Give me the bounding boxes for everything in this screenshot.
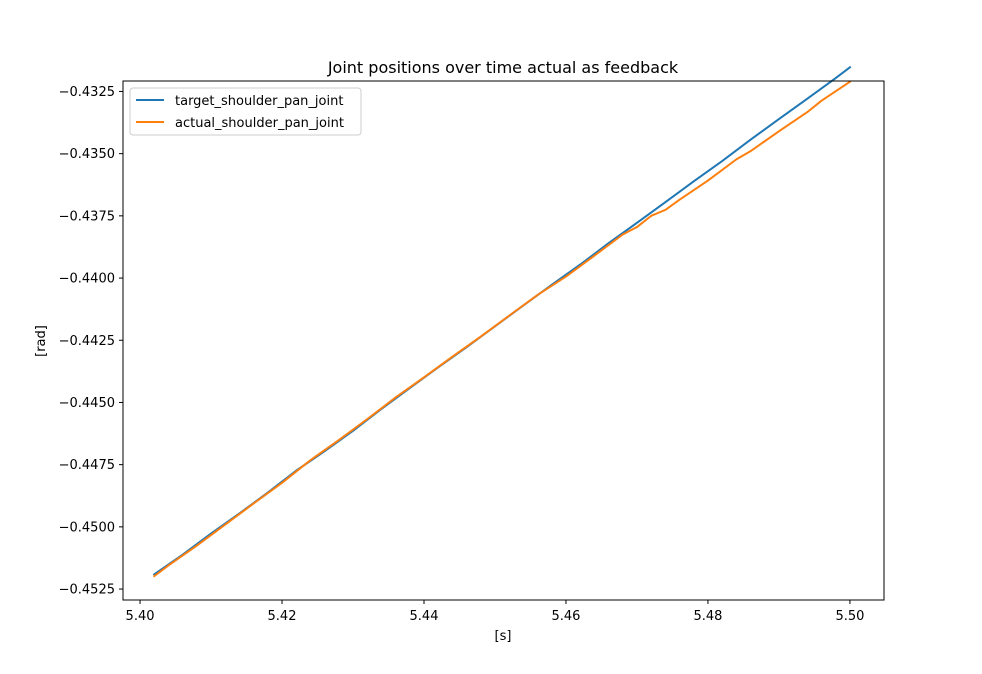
x-tick-label: 5.48 [693, 609, 722, 624]
y-axis-label: [rad] [34, 325, 49, 357]
legend-label-1: actual_shoulder_pan_joint [175, 116, 344, 131]
x-tick-label: 5.42 [268, 609, 297, 624]
legend-label-0: target_shoulder_pan_joint [175, 94, 343, 109]
series-line-1 [152, 80, 852, 578]
y-tick-label: −0.4525 [59, 583, 115, 598]
legend: target_shoulder_pan_joint actual_shoulder… [129, 87, 362, 136]
y-tick-label: −0.4375 [59, 209, 115, 224]
y-tick-label: −0.4425 [59, 334, 115, 349]
y-tick-label: −0.4350 [59, 147, 115, 162]
x-tick-label: 5.50 [835, 609, 864, 624]
legend-box [129, 87, 362, 136]
x-axis-ticks: 5.40 5.42 5.44 5.46 5.48 5.50 [126, 600, 864, 624]
chart-title: Joint positions over time actual as feed… [327, 58, 679, 77]
y-tick-label: −0.4500 [59, 520, 115, 535]
x-tick-label: 5.40 [126, 609, 155, 624]
x-tick-label: 5.46 [551, 609, 580, 624]
y-tick-label: −0.4475 [59, 458, 115, 473]
y-axis-ticks: −0.4325 −0.4350 −0.4375 −0.4400 −0.4425 −0.44… [59, 85, 123, 598]
y-tick-label: −0.4450 [59, 396, 115, 411]
plot-area [123, 81, 884, 600]
series-lines [152, 65, 852, 578]
x-axis-label: [s] [495, 629, 512, 644]
y-tick-label: −0.4400 [59, 272, 115, 287]
x-tick-label: 5.44 [410, 609, 439, 624]
y-tick-label: −0.4325 [59, 85, 115, 100]
